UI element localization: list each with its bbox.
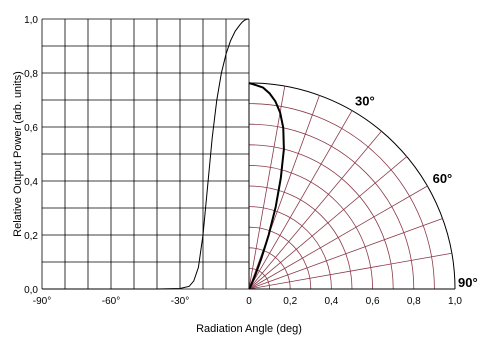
polar-radial (248, 130, 382, 290)
polar-radius-label: 0,2 (283, 296, 297, 307)
polar-radial (248, 218, 443, 290)
y-tick-label: 0,4 (24, 177, 38, 188)
curves (42, 18, 285, 290)
polar-arc (248, 226, 312, 290)
polar-angle-label: 60° (433, 171, 453, 186)
polar-arc (248, 82, 456, 290)
polar-curve (248, 82, 285, 290)
polar-radial (248, 185, 428, 290)
x-tick-label: 0 (246, 296, 252, 307)
cartesian-curve (42, 18, 250, 290)
polar-radial (248, 86, 286, 290)
polar-radial (248, 252, 452, 290)
labels: 0,0 0,2 0,4 0,6 0,8 1,0 -90° -60° -30° 0 0,2 0,4 0,6… (12, 15, 478, 335)
polar-arc (248, 144, 394, 290)
polar-arc (248, 185, 353, 290)
y-tick-label: 0,8 (24, 69, 38, 80)
y-axis-label: Relative Output Power (arb. units) (12, 71, 24, 237)
polar-radial (248, 110, 353, 290)
polar-arc (248, 123, 415, 290)
polar-radial (248, 95, 320, 290)
polar-radius-label: 0,8 (407, 296, 421, 307)
x-tick-label: -60° (102, 296, 120, 307)
polar-arc (248, 103, 435, 290)
polar-radius-label: 0,4 (324, 296, 338, 307)
x-tick-label: -90° (33, 296, 51, 307)
y-tick-label: 0,0 (24, 285, 38, 296)
y-tick-label: 1,0 (24, 15, 38, 26)
polar-radial (248, 156, 408, 290)
polar-radius-label: 0,6 (366, 296, 380, 307)
x-tick-label: -30° (171, 296, 189, 307)
polar-grid (248, 82, 456, 290)
x-axis-label: Radiation Angle (deg) (196, 323, 302, 335)
cartesian-grid (41, 18, 250, 290)
y-tick-label: 0,6 (24, 123, 38, 134)
polar-arc (248, 268, 270, 290)
polar-radius-label: 1,0 (448, 296, 462, 307)
polar-arc (248, 206, 332, 290)
polar-arc (248, 165, 373, 290)
polar-angle-label: 90° (458, 275, 478, 290)
y-tick-label: 0,2 (24, 231, 38, 242)
polar-angle-label: 30° (355, 93, 375, 108)
